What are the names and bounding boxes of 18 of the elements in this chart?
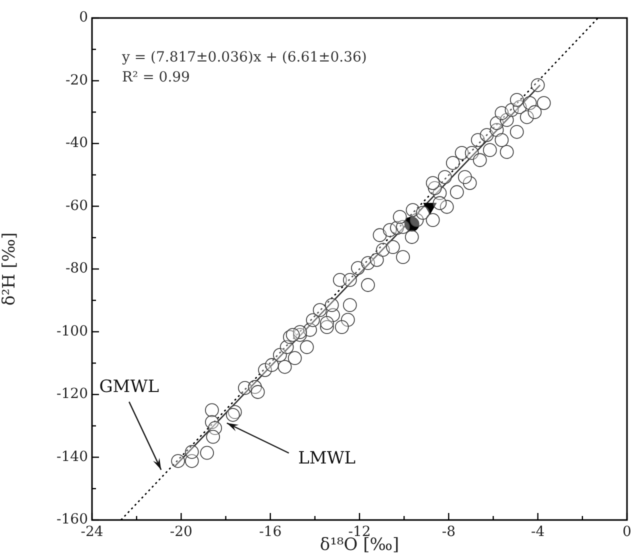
y-tick-label: -120 <box>56 386 88 402</box>
x-tick-label: -20 <box>170 524 192 540</box>
x-tick-label: -4 <box>531 524 545 540</box>
x-tick-label: 0 <box>622 524 632 540</box>
y-tick-label: 0 <box>79 10 88 26</box>
annotation: GMWL <box>99 377 159 398</box>
y-tick-label: -20 <box>65 72 88 88</box>
x-tick-label: -16 <box>259 524 282 540</box>
y-tick-label: -140 <box>56 448 88 465</box>
annotation: R² = 0.99 <box>122 70 190 86</box>
x-tick-label: -8 <box>442 524 456 540</box>
y-tick-label: -40 <box>65 135 88 152</box>
y-tick-label: -60 <box>65 198 88 214</box>
y-tick-label: -80 <box>65 260 88 277</box>
y-tick-label: -100 <box>56 323 88 340</box>
annotation: y = (7.817±0.036)x + (6.61±0.36) <box>121 50 367 66</box>
y-axis-title: δ²H [‰] <box>0 232 20 306</box>
annotation: LMWL <box>298 448 356 468</box>
